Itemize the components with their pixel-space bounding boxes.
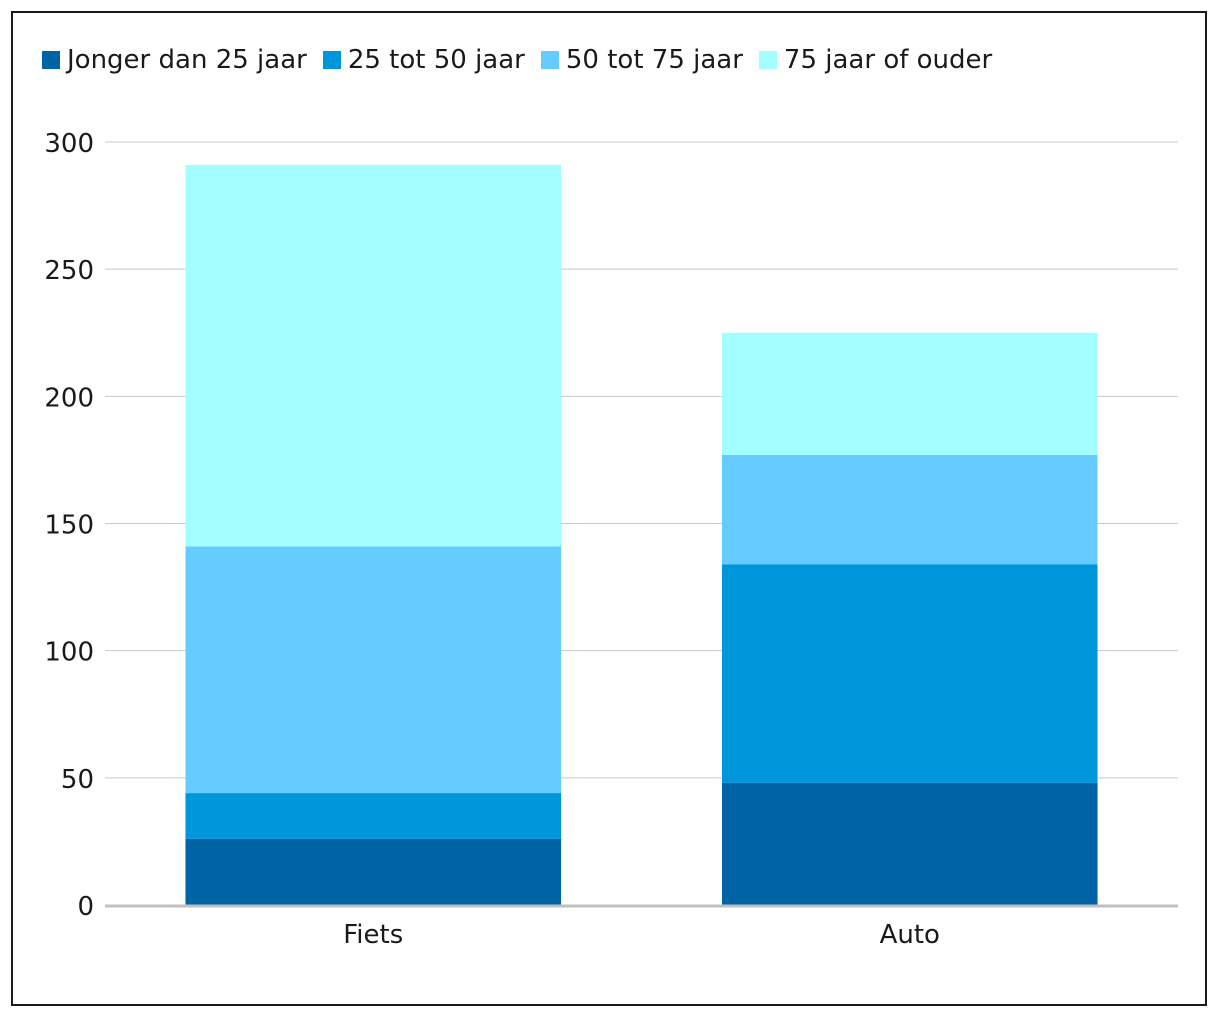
bar-auto-series-0 bbox=[721, 782, 1098, 905]
legend-item-under-25: Jonger dan 25 jaar bbox=[42, 45, 307, 75]
y-tick-label-200: 200 bbox=[44, 383, 94, 413]
bar-auto-series-1 bbox=[721, 564, 1098, 783]
bar-auto-series-2 bbox=[721, 454, 1098, 565]
legend-label-75-plus: 75 jaar of ouder bbox=[783, 45, 993, 75]
y-tick-label-300: 300 bbox=[44, 129, 94, 159]
y-tick-label-100: 100 bbox=[44, 638, 94, 668]
legend-item-25-50: 25 tot 50 jaar bbox=[322, 45, 525, 75]
bar-fiets-series-0 bbox=[185, 838, 562, 905]
y-tick-label-150: 150 bbox=[44, 511, 94, 541]
x-tick-label-auto: Auto bbox=[880, 920, 940, 950]
bar-fiets-series-2 bbox=[185, 546, 562, 794]
legend-swatch-50-75 bbox=[540, 51, 559, 69]
x-tick-label-fiets: Fiets bbox=[343, 920, 403, 950]
legend-item-50-75: 50 tot 75 jaar bbox=[540, 45, 743, 75]
legend-label-25-50: 25 tot 50 jaar bbox=[347, 45, 525, 75]
y-tick-label-50: 50 bbox=[61, 765, 94, 795]
chart-legend: Jonger dan 25 jaar 25 tot 50 jaar 50 tot… bbox=[42, 40, 1008, 80]
y-tick-label-0: 0 bbox=[77, 892, 94, 922]
legend-item-75-plus: 75 jaar of ouder bbox=[758, 45, 993, 75]
y-tick-label-250: 250 bbox=[44, 256, 94, 286]
legend-swatch-75-plus bbox=[758, 51, 777, 69]
legend-swatch-under-25 bbox=[42, 51, 60, 69]
bar-fiets-series-3 bbox=[185, 164, 562, 547]
legend-label-50-75: 50 tot 75 jaar bbox=[565, 45, 743, 75]
bar-fiets-series-1 bbox=[185, 793, 562, 839]
bar-auto-series-3 bbox=[721, 332, 1098, 455]
legend-swatch-25-50 bbox=[322, 51, 341, 69]
legend-label-under-25: Jonger dan 25 jaar bbox=[67, 45, 307, 75]
